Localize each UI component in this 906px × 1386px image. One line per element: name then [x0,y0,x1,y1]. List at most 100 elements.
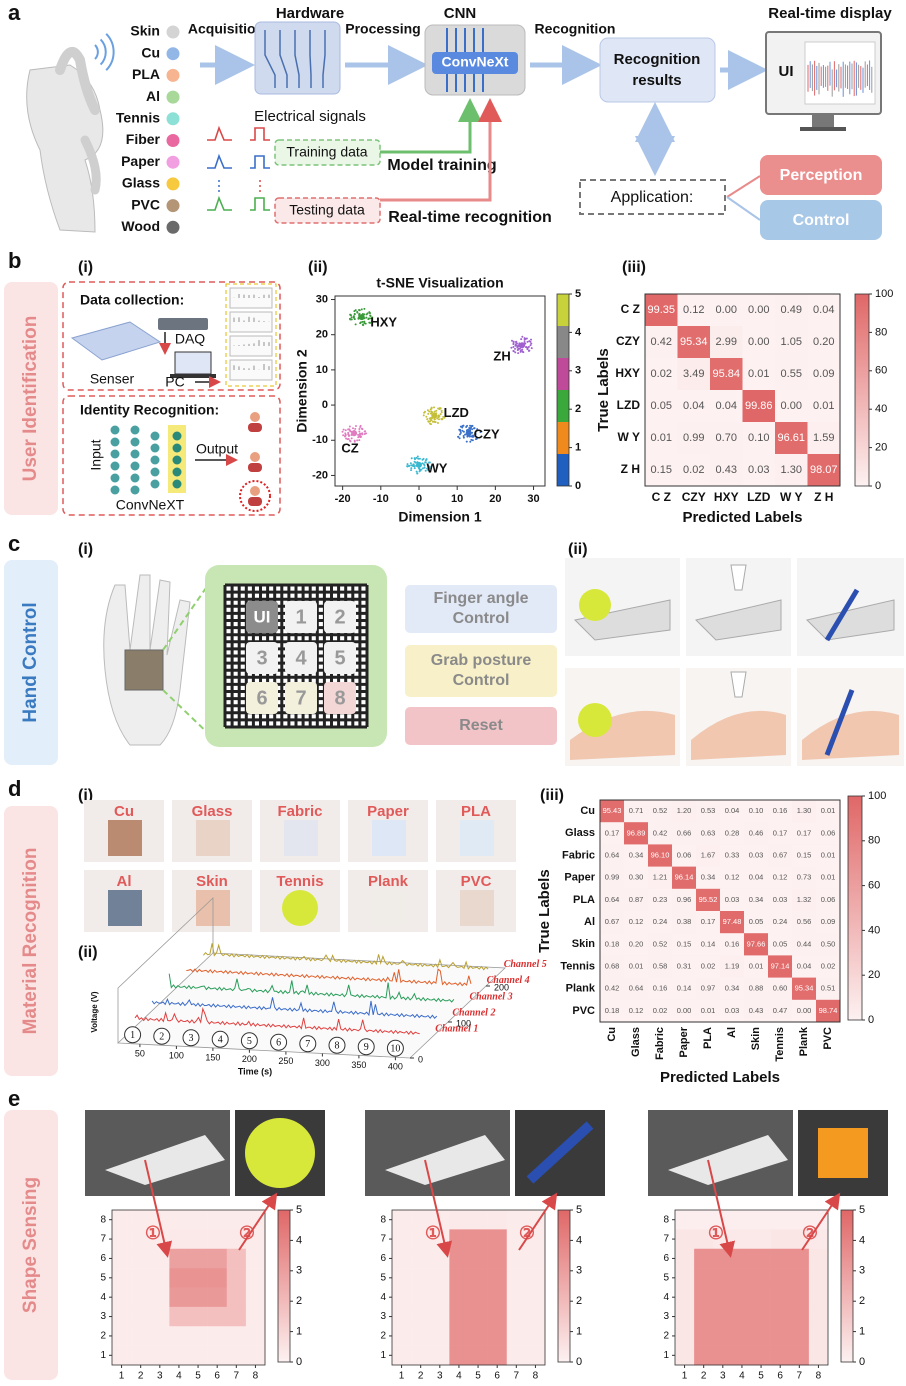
cell-value: 1.32 [797,895,812,904]
cell-value: 0.97 [701,984,716,993]
matrix-cell [768,933,793,956]
y-tick-label: LZD [617,398,641,412]
cluster-point [352,427,355,430]
cluster-point [429,420,432,423]
object [526,1121,594,1184]
cluster-point [360,308,363,311]
matrix-cell [648,844,673,867]
cluster-point [459,431,462,434]
heat-cell [713,1268,733,1288]
person-head [250,452,260,462]
x-tick-label: 150 [205,1052,220,1062]
matrix-cell [710,358,743,391]
network-node [130,461,140,471]
robot-hand [26,64,104,233]
cell-value: 0.01 [821,873,836,882]
cell-value: 0.63 [701,828,716,837]
cluster-point [479,430,482,433]
testing-box [274,197,381,224]
matrix-cell [600,844,625,867]
heat-cell [150,1345,170,1366]
matrix-cell [720,800,745,823]
cell-value: 0.34 [701,873,716,882]
matrix-cell [720,999,745,1023]
x-tick-label: -20 [335,493,351,505]
heat-cell [411,1248,431,1269]
matrix-cell [677,454,711,487]
cluster-point [361,428,364,431]
y-tick-label: 3 [380,1311,386,1322]
cell-value: 0.64 [605,895,620,904]
cluster-point [365,432,368,435]
laptop [174,351,212,375]
marker-label: ② [802,1223,818,1243]
cell-value: 0.03 [773,895,788,904]
cluster-point [348,439,351,442]
heat-cell [487,1210,508,1230]
matrix-cell [792,999,817,1023]
heat-cell [732,1306,752,1327]
cell-value: 0.16 [725,939,740,948]
circuit-trace [309,30,312,88]
heat-cell [732,1287,752,1308]
application-text: Application: [611,189,694,206]
signal-icon [250,155,270,169]
heat-cell [411,1345,431,1366]
heat-cell [245,1210,266,1230]
cluster-point [341,430,344,433]
device-label: Senser [90,371,135,387]
heat-cell [525,1345,546,1366]
cell-value: 0.64 [629,984,644,993]
x-tick-label: W Y [780,490,802,504]
sensor-patch [124,649,164,691]
flow-arrow [380,98,482,154]
cluster-point [412,464,415,467]
cell-value: 0.04 [797,961,812,970]
heat-cell [694,1210,714,1230]
channel-label: Channel 5 [504,959,547,970]
matrix-cell [744,933,769,956]
x-tick-label: 7 [514,1371,520,1382]
heat-cell [675,1306,695,1327]
device-label: PC [165,374,184,390]
x-tick-label: 300 [315,1058,330,1068]
cluster-point [364,322,367,325]
cluster-point [358,428,361,431]
material-dot [166,112,180,126]
cluster-point [436,417,439,420]
pointer-arrow [238,1192,278,1251]
cell-value: 0.18 [605,939,620,948]
heat-cell [131,1287,151,1308]
panel-label: b [8,248,21,273]
cluster-point [476,436,479,439]
z-tick-label: 200 [494,982,509,992]
matrix-cell [720,844,745,867]
side-label: Shape Sensing [20,1177,41,1313]
key-label: 3 [256,647,267,669]
heat-cell [732,1229,752,1250]
cluster-point [462,436,465,439]
cluster-point [363,430,366,433]
cluster-point [427,468,430,471]
panel-label: c [8,531,20,556]
cluster-point [426,409,429,412]
cell-value: 99.35 [647,304,675,316]
control-button [405,707,557,745]
x-tick-label: Skin [750,1027,762,1051]
cluster-point [353,312,356,315]
key-label: 5 [334,647,345,669]
heat-cell [789,1326,810,1346]
person-body [248,423,262,432]
material-name: Wood [121,218,160,234]
cluster-point [524,345,527,348]
x-tick-label: PVC [822,1027,834,1050]
heat-cell [675,1326,695,1346]
cluster-point [524,337,527,340]
cluster-label: WY [427,460,448,475]
tennis-ball [578,703,612,737]
x-tick-label: HXY [714,490,739,504]
x-tick-label: 5 [475,1371,481,1382]
cell-value: 0.09 [813,368,834,380]
matrix-cell [600,866,625,890]
shuttlecock [730,564,747,591]
